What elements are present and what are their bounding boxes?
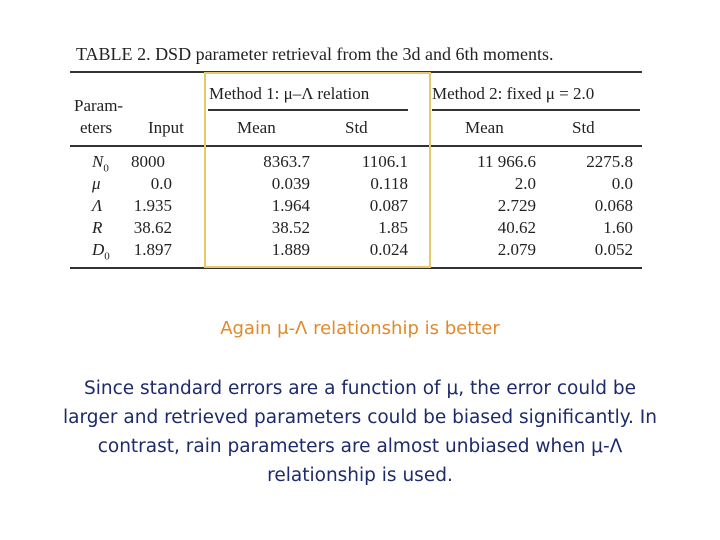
cell: 0.087 <box>369 196 408 215</box>
cell: 0.0 <box>150 174 172 193</box>
group-header: Method 2: fixed μ = 2.0 <box>432 84 595 103</box>
cell: 1.60 <box>603 218 633 237</box>
param-header: Param- <box>74 96 124 115</box>
cell: 1.935 <box>133 196 172 215</box>
subheader: Std <box>345 118 368 137</box>
param-symbol: Λ <box>92 196 102 216</box>
param-name: N <box>92 152 104 171</box>
cell: 38.52 <box>271 218 310 237</box>
cell: 40.62 <box>497 218 536 237</box>
param-symbol: D0 <box>92 240 110 266</box>
cell: 0.024 <box>369 240 408 259</box>
paragraph: Since standard errors are a function of … <box>63 378 657 486</box>
param-symbol: N0 <box>92 152 109 178</box>
cell: 8363.7 <box>263 152 310 171</box>
param-sub: 0 <box>104 250 110 263</box>
cell: 0.039 <box>271 174 310 193</box>
cell: 11 966.6 <box>477 152 536 171</box>
cell: 0.118 <box>370 174 408 193</box>
param-name: Λ <box>92 196 103 215</box>
cell: 0.068 <box>594 196 633 215</box>
cell: 1.889 <box>271 240 310 259</box>
param-name: μ <box>92 174 101 193</box>
param-symbol: μ <box>92 174 101 194</box>
table-caption: TABLE 2. DSD parameter retrieval from th… <box>76 44 553 64</box>
caption-text: 2. DSD parameter retrieval from the 3d a… <box>137 44 554 64</box>
cell: 1106.1 <box>361 152 408 171</box>
cell: 2.0 <box>514 174 536 193</box>
cell: 1.85 <box>378 218 408 237</box>
cell: 0.052 <box>594 240 633 259</box>
input-header: Input <box>148 118 184 137</box>
param-header: eters <box>80 118 113 137</box>
cell: 8000 <box>131 152 165 171</box>
param-sub: 0 <box>103 162 109 175</box>
subheader: Mean <box>237 118 276 137</box>
group-header: Method 1: μ–Λ relation <box>209 84 370 103</box>
highlight-text: Again μ-Λ relationship is better <box>220 318 500 339</box>
cell: 0.0 <box>611 174 633 193</box>
cell: 1.897 <box>133 240 172 259</box>
param-symbol: R <box>92 218 102 238</box>
cell: 2.729 <box>497 196 536 215</box>
cell: 2275.8 <box>586 152 633 171</box>
group-rule <box>208 109 408 111</box>
param-name: D <box>92 240 105 259</box>
cell: 1.964 <box>271 196 310 215</box>
cell: 2.079 <box>497 240 536 259</box>
subheader: Std <box>572 118 595 137</box>
top-rule <box>70 71 642 73</box>
subheader: Mean <box>465 118 504 137</box>
highlight-box <box>204 72 431 268</box>
cell: 38.62 <box>133 218 172 237</box>
group-rule <box>432 109 640 111</box>
param-name: R <box>92 218 103 237</box>
caption-label: TABLE <box>76 44 133 64</box>
header-rule <box>70 145 642 147</box>
